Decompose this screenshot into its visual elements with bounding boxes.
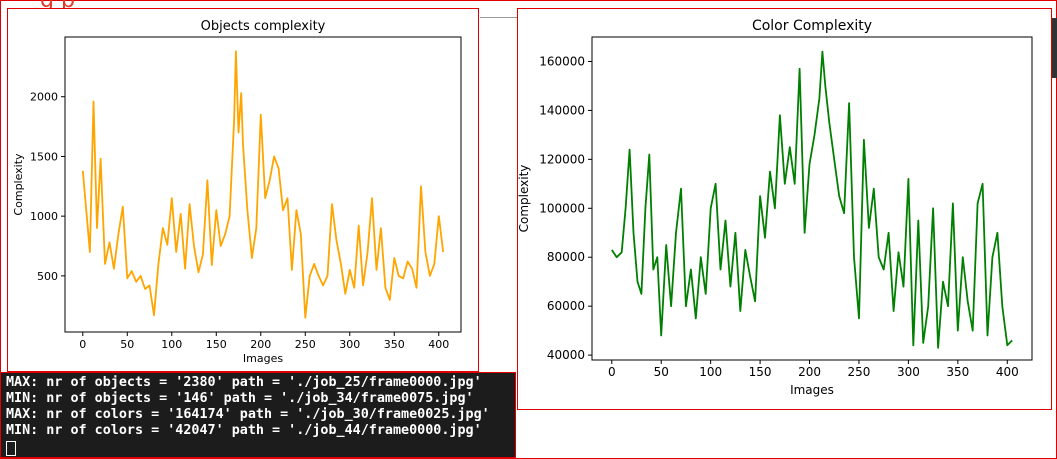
plot-area — [64, 36, 462, 333]
x-tick-label: 50 — [654, 365, 669, 379]
objects-complexity-chart: Objects complexity 0 50 100 150 200 250 300 350 4… — [12, 19, 462, 365]
chart-title: Color Complexity — [752, 18, 872, 34]
terminal-line: MIN: nr of colors = '42047' path = './jo… — [6, 423, 482, 438]
y-tick-label: 80000 — [547, 250, 585, 264]
x-tick-label: 250 — [295, 338, 316, 351]
x-tick-label: 300 — [339, 338, 360, 351]
x-tick-label: 250 — [848, 365, 871, 379]
color-chart-panel: Color Complexity 0 50 100 150 200 250 300 350 400… — [517, 8, 1052, 410]
y-tick-label: 60000 — [547, 299, 585, 313]
y-tick-label: 100000 — [539, 201, 585, 215]
series-line — [81, 50, 445, 319]
y-tick-label: 140000 — [539, 103, 585, 117]
y-tick-label: 40000 — [547, 348, 585, 362]
y-axis-label: Complexity — [12, 153, 25, 216]
x-tick-label: 300 — [897, 365, 920, 379]
y-tick-label: 160000 — [539, 54, 585, 68]
y-tick-label: 1000 — [30, 210, 58, 223]
y-tick-label: 500 — [37, 270, 58, 283]
cursor-icon — [6, 441, 16, 456]
y-tick-label: 2000 — [30, 91, 58, 104]
scrollbar[interactable] — [1050, 18, 1057, 78]
x-tick-label: 150 — [206, 338, 227, 351]
x-tick-label: 50 — [120, 338, 134, 351]
x-tick-label: 400 — [996, 365, 1019, 379]
terminal-cursor-line[interactable] — [6, 439, 515, 457]
terminal-line: MIN: nr of objects = '146' path = './job… — [6, 391, 474, 406]
objects-chart-panel: Objects complexity 0 50 100 150 200 250 300 350 4… — [7, 8, 479, 372]
terminal-line: MAX: nr of colors = '164174' path = './j… — [6, 407, 490, 422]
x-axis-label: Images — [243, 352, 283, 365]
x-tick-label: 100 — [699, 365, 722, 379]
x-tick-label: 100 — [161, 338, 182, 351]
color-complexity-chart: Color Complexity 0 50 100 150 200 250 300 350 400… — [518, 18, 1033, 397]
x-tick-label: 200 — [798, 365, 821, 379]
terminal-output: MAX: nr of objects = '2380' path = './jo… — [0, 372, 516, 458]
series-line — [611, 50, 1013, 349]
x-tick-label: 350 — [384, 338, 405, 351]
y-axis-label: Complexity — [518, 165, 531, 233]
chart-title: Objects complexity — [201, 19, 326, 34]
x-tick-label: 200 — [250, 338, 271, 351]
y-tick-label: 1500 — [30, 150, 58, 163]
x-tick-label: 0 — [79, 338, 86, 351]
terminal-line: MAX: nr of objects = '2380' path = './jo… — [6, 375, 482, 390]
x-tick-label: 150 — [749, 365, 772, 379]
x-tick-label: 0 — [608, 365, 616, 379]
x-tick-label: 350 — [946, 365, 969, 379]
y-tick-label: 120000 — [539, 152, 585, 166]
x-tick-label: 400 — [428, 338, 449, 351]
divider — [480, 17, 517, 18]
plot-area — [591, 36, 1033, 361]
x-axis-label: Images — [790, 383, 834, 397]
